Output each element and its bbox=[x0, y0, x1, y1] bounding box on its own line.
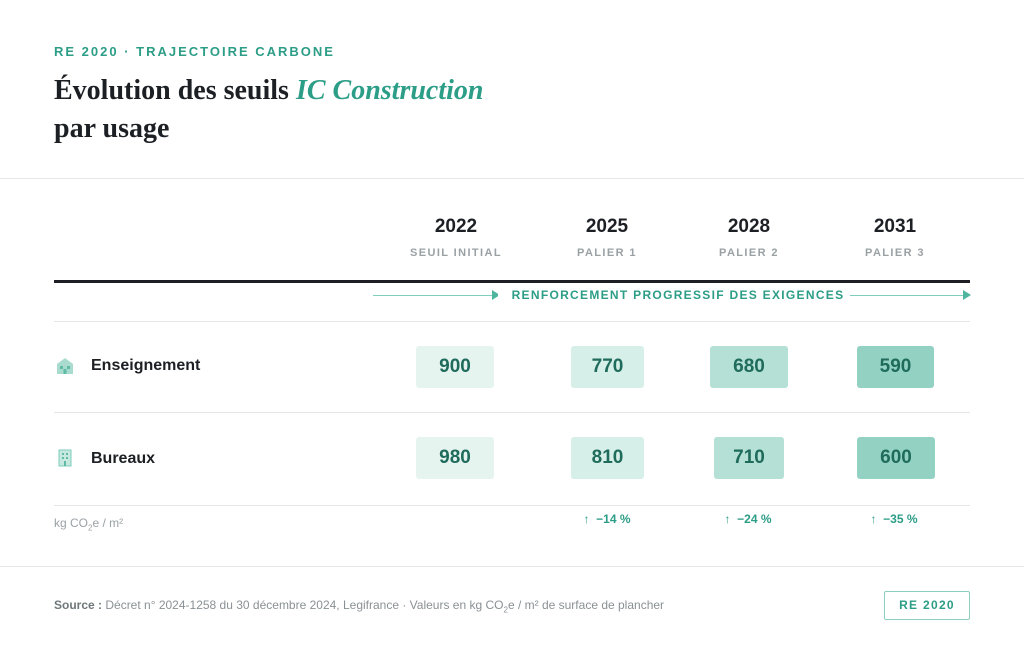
column-label: PALIER 2 bbox=[719, 247, 779, 259]
progress-label: RENFORCEMENT PROGRESSIF DES EXIGENCES bbox=[498, 288, 858, 302]
footer-divider bbox=[0, 566, 1024, 567]
row-divider bbox=[54, 321, 970, 322]
value-cell: 600 bbox=[857, 437, 935, 479]
row-label-bureaux: Bureaux bbox=[91, 450, 156, 467]
arrow-up-icon: ↑ bbox=[870, 512, 877, 526]
column-label: PALIER 1 bbox=[577, 247, 637, 259]
row-label-enseignement: Enseignement bbox=[91, 357, 201, 374]
value-cell: 980 bbox=[416, 437, 494, 479]
delta-2031: ↑ −35 % bbox=[870, 512, 918, 526]
title-text: Évolution des seuils bbox=[54, 75, 296, 106]
value-cell: 810 bbox=[571, 437, 644, 479]
value-cell: 590 bbox=[857, 346, 934, 388]
page-header: RE 2020 · TRAJECTOIRE CARBONE Évolution … bbox=[0, 0, 1024, 179]
progress-arrow-line bbox=[850, 295, 965, 296]
column-header-2022: 2022 SEUIL INITIAL bbox=[386, 216, 526, 259]
re2020-badge: RE 2020 bbox=[884, 591, 970, 620]
title-accent: IC Construction bbox=[295, 75, 484, 106]
column-header-2031: 2031 PALIER 3 bbox=[825, 216, 965, 259]
progress-arrow-head-icon bbox=[963, 290, 971, 300]
value-cell: 710 bbox=[714, 437, 784, 479]
delta-2025: ↑ −14 % bbox=[583, 512, 631, 526]
value-cell: 680 bbox=[710, 346, 788, 388]
delta-2028: ↑ −24 % bbox=[724, 512, 772, 526]
value-cell: 770 bbox=[571, 346, 644, 388]
arrow-up-icon: ↑ bbox=[583, 512, 590, 526]
school-building-icon bbox=[57, 358, 73, 374]
source-note: Source : Décret n° 2024-1258 du 30 décem… bbox=[54, 598, 665, 615]
column-label: SEUIL INITIAL bbox=[410, 247, 502, 259]
row-divider bbox=[54, 505, 970, 506]
kicker: RE 2020 · TRAJECTOIRE CARBONE bbox=[54, 44, 335, 59]
page-title: Évolution des seuils IC Construction par… bbox=[54, 72, 654, 148]
office-building-icon bbox=[58, 449, 72, 467]
header-divider bbox=[54, 280, 970, 283]
column-header-2025: 2025 PALIER 1 bbox=[537, 216, 677, 259]
progress-arrow-line bbox=[373, 295, 495, 296]
column-year: 2025 bbox=[585, 216, 629, 237]
progress-arrow-head-icon bbox=[492, 290, 500, 300]
value-cell: 900 bbox=[416, 346, 494, 388]
arrow-up-icon: ↑ bbox=[724, 512, 731, 526]
column-year: 2028 bbox=[727, 216, 771, 237]
column-header-2028: 2028 PALIER 2 bbox=[679, 216, 819, 259]
title-text-line2: par usage bbox=[54, 113, 170, 144]
column-year: 2031 bbox=[873, 216, 917, 237]
column-label: PALIER 3 bbox=[865, 247, 925, 259]
row-divider bbox=[54, 412, 970, 413]
unit-label: kg CO2e / m² bbox=[54, 516, 124, 533]
column-year: 2022 bbox=[434, 216, 478, 237]
